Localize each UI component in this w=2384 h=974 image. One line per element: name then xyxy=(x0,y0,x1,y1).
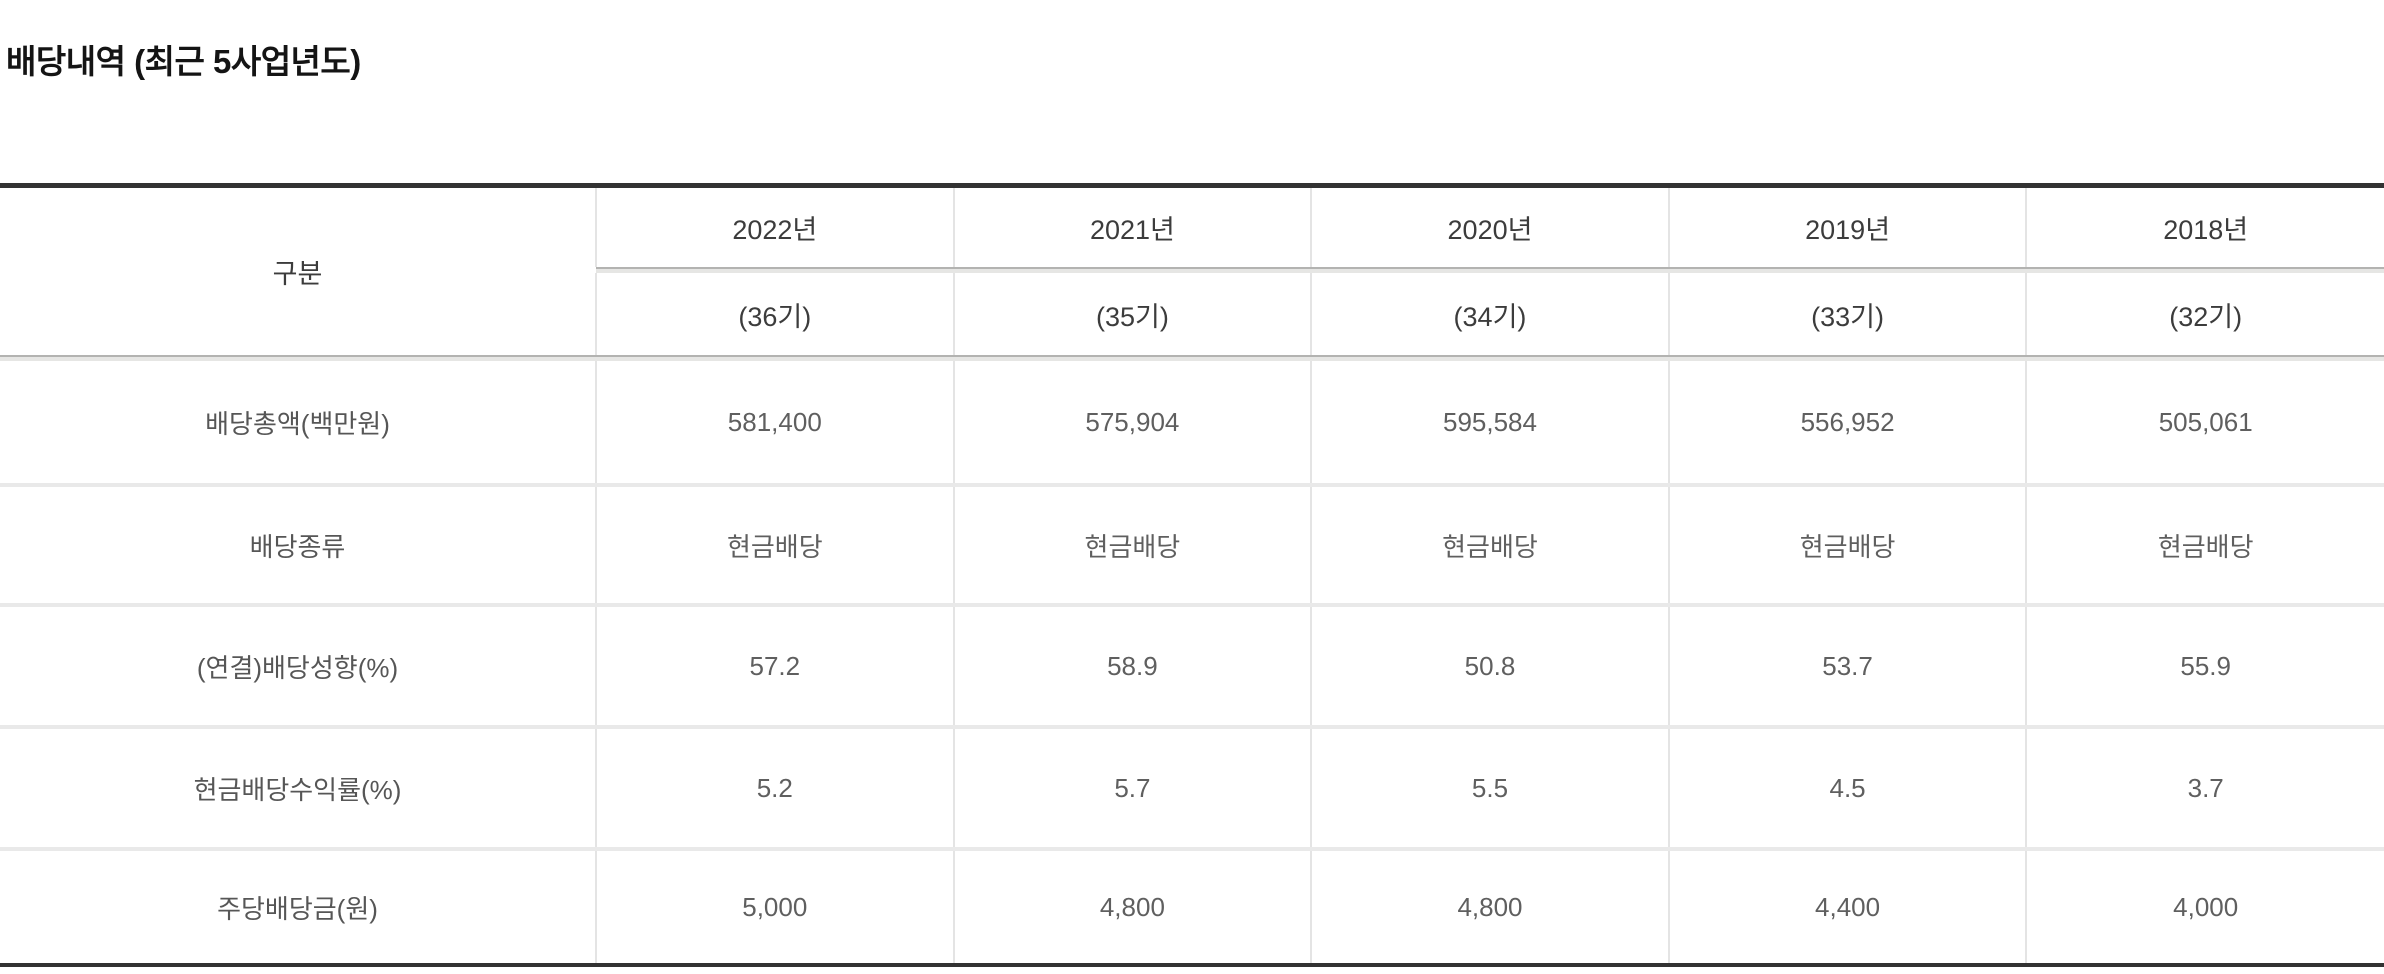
cell-value: 현금배당 xyxy=(595,483,954,605)
cell-value: 현금배당 xyxy=(1310,483,1669,605)
header-term-33: (33기) xyxy=(1667,273,2027,355)
cell-value: 5,000 xyxy=(595,847,954,965)
cell-value: 50.8 xyxy=(1310,603,1669,727)
table-row-dividend-per-share: 주당배당금(원) 5,000 4,800 4,800 4,400 4,000 xyxy=(0,847,2384,965)
cell-value: 53.7 xyxy=(1667,603,2027,727)
header-body-divider-band xyxy=(0,355,2384,361)
cell-value: 57.2 xyxy=(595,603,954,727)
header-term-36: (36기) xyxy=(595,273,954,355)
table-row-dividend-yield: 현금배당수익률(%) 5.2 5.7 5.5 4.5 3.7 xyxy=(0,725,2384,849)
header-year-2022: 2022년 xyxy=(595,185,954,267)
cell-value: 5.7 xyxy=(952,725,1312,849)
row-label: 배당종류 xyxy=(0,483,596,605)
header-year-2019: 2019년 xyxy=(1667,185,2027,267)
row-label: 배당총액(백만원) xyxy=(205,408,390,439)
header-term-35: (35기) xyxy=(952,273,1312,355)
table-row-total-dividend: 배당총액(백만원) 581,400 575,904 595,584 556,95… xyxy=(0,361,2384,485)
cell-value: 4,800 xyxy=(1310,847,1669,965)
cell-value: 5.2 xyxy=(595,725,954,849)
row-label: 주당배당금(원) xyxy=(0,847,596,965)
header-body-divider xyxy=(0,355,2384,361)
cell-value: 현금배당 xyxy=(1667,483,2027,605)
header-term-32: (32기) xyxy=(2025,273,2384,355)
table-header-row-terms: (36기) (35기) (34기) (33기) (32기) xyxy=(0,273,2384,355)
row-label: 현금배당수익률(%) xyxy=(0,725,596,849)
dividend-table: 구분 2022년 2021년 2020년 2019년 2018년 (36기) (… xyxy=(0,183,2384,967)
cell-value: 505,061 xyxy=(2025,361,2384,485)
header-year-2021: 2021년 xyxy=(952,185,1312,267)
dividend-table-wrap: 구분 2022년 2021년 2020년 2019년 2018년 (36기) (… xyxy=(0,183,2384,967)
header-year-2018: 2018년 xyxy=(2025,185,2384,267)
cell-value: 3.7 xyxy=(2025,725,2384,849)
cell-value: 581,400 xyxy=(595,361,954,485)
cell-value: 4.5 xyxy=(1667,725,2027,849)
cell-value: 595,584 xyxy=(1310,361,1669,485)
page-title: 배당내역 (최근 5사업년도) xyxy=(6,43,361,81)
cell-value: 556,952 xyxy=(1667,361,2027,485)
cell-value: 4,400 xyxy=(1667,847,2027,965)
cell-value: 55.9 xyxy=(2025,603,2384,727)
cell-value: 5.5 xyxy=(1310,725,1669,849)
cell-value: 4,000 xyxy=(2025,847,2384,965)
header-inner-divider xyxy=(0,267,2384,273)
table-row-dividend-type: 배당종류 현금배당 현금배당 현금배당 현금배당 현금배당 xyxy=(0,483,2384,605)
header-year-2020: 2020년 xyxy=(1310,185,1669,267)
header-term-34: (34기) xyxy=(1310,273,1669,355)
table-header-row-years: 구분 2022년 2021년 2020년 2019년 2018년 xyxy=(0,185,2384,289)
cell-value: 4,800 xyxy=(952,847,1312,965)
cell-value: 575,904 xyxy=(952,361,1312,485)
header-category: 구분 xyxy=(272,259,323,289)
cell-value: 58.9 xyxy=(952,603,1312,727)
row-label: (연결)배당성향(%) xyxy=(0,603,596,727)
header-inner-divider-band xyxy=(596,267,2384,273)
cell-value: 현금배당 xyxy=(2025,483,2384,605)
table-row-payout-ratio: (연결)배당성향(%) 57.2 58.9 50.8 53.7 55.9 xyxy=(0,603,2384,727)
cell-value: 현금배당 xyxy=(952,483,1312,605)
